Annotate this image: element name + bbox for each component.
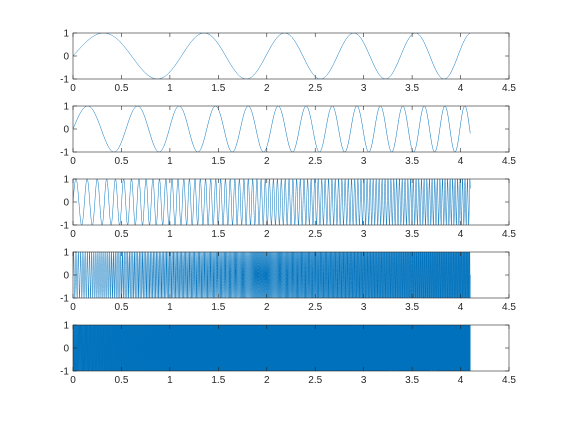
y-tick-label: 0	[63, 344, 69, 355]
x-tick-label: 4.5	[502, 156, 516, 167]
series-line	[73, 106, 471, 152]
x-tick-label: 2.5	[308, 375, 322, 386]
y-tick-label: 1	[63, 321, 69, 332]
x-tick-label: 1	[167, 156, 173, 167]
x-tick-label: 1	[167, 83, 173, 94]
x-tick-label: 3	[361, 156, 367, 167]
x-tick-label: 4.5	[502, 375, 516, 386]
x-tick-label: 3.5	[405, 83, 419, 94]
y-tick-label: 1	[63, 175, 69, 186]
x-tick-label: 4	[458, 375, 464, 386]
x-tick-label: 0	[70, 375, 76, 386]
x-tick-label: 1	[167, 375, 173, 386]
series-line	[73, 325, 471, 371]
x-tick-label: 0.5	[114, 83, 128, 94]
x-tick-label: 4.5	[502, 229, 516, 240]
x-tick-label: 3.5	[405, 375, 419, 386]
x-tick-label: 1.5	[211, 375, 225, 386]
y-tick-label: 0	[63, 52, 69, 63]
x-tick-label: 3	[361, 302, 367, 313]
x-tick-label: 4	[458, 229, 464, 240]
chart-panel-1: 0 0.5 1 1.5 2 2.5 3 3.5 4 4.510-1	[60, 29, 516, 95]
x-tick-label: 4.5	[502, 302, 516, 313]
chart-panel-5: 0 0.5 1 1.5 2 2.5 3 3.5 4 4.510-1	[60, 321, 516, 387]
x-tick-label: 2	[264, 229, 270, 240]
x-tick-label: 1	[167, 302, 173, 313]
series-line	[73, 33, 471, 79]
x-tick-label: 4	[458, 156, 464, 167]
x-tick-label: 2	[264, 156, 270, 167]
x-tick-label: 3	[361, 83, 367, 94]
x-tick-label: 1.5	[211, 156, 225, 167]
series-line	[73, 252, 471, 298]
y-tick-label: 1	[63, 102, 69, 113]
y-tick-label: 0	[63, 125, 69, 136]
x-tick-label: 2	[264, 83, 270, 94]
x-tick-label: 2.5	[308, 83, 322, 94]
y-tick-label: -1	[60, 148, 69, 159]
x-tick-label: 0.5	[114, 229, 128, 240]
x-tick-label: 0.5	[114, 156, 128, 167]
y-tick-label: 0	[63, 198, 69, 209]
x-tick-label: 3	[361, 375, 367, 386]
x-tick-label: 2.5	[308, 302, 322, 313]
y-tick-label: 1	[63, 29, 69, 40]
x-tick-label: 0.5	[114, 375, 128, 386]
x-tick-label: 3.5	[405, 302, 419, 313]
y-tick-label: -1	[60, 367, 69, 378]
x-tick-label: 0	[70, 229, 76, 240]
x-tick-label: 0	[70, 83, 76, 94]
x-tick-label: 2.5	[308, 229, 322, 240]
axes-box	[72, 32, 510, 80]
x-tick-label: 2	[264, 375, 270, 386]
x-tick-label: 1.5	[211, 83, 225, 94]
y-tick-label: -1	[60, 221, 69, 232]
axes-box	[72, 105, 510, 153]
x-tick-label: 2.5	[308, 156, 322, 167]
x-tick-label: 2	[264, 302, 270, 313]
x-tick-label: 1.5	[211, 302, 225, 313]
x-tick-label: 4.5	[502, 83, 516, 94]
x-tick-label: 4	[458, 302, 464, 313]
x-tick-label: 1.5	[211, 229, 225, 240]
x-tick-label: 3.5	[405, 156, 419, 167]
chart-panel-2: 0 0.5 1 1.5 2 2.5 3 3.5 4 4.510-1	[60, 102, 516, 168]
y-tick-label: 1	[63, 248, 69, 259]
x-tick-label: 3.5	[405, 229, 419, 240]
y-tick-label: -1	[60, 294, 69, 305]
chart-panel-3: 0 0.5 1 1.5 2 2.5 3 3.5 4 4.510-1	[60, 175, 516, 241]
x-tick-label: 0	[70, 302, 76, 313]
x-tick-label: 0.5	[114, 302, 128, 313]
x-tick-label: 0	[70, 156, 76, 167]
series-line	[73, 179, 471, 225]
chart-panel-4: 0 0.5 1 1.5 2 2.5 3 3.5 4 4.510-1	[60, 248, 516, 314]
x-tick-label: 1	[167, 229, 173, 240]
x-tick-label: 3	[361, 229, 367, 240]
y-tick-label: 0	[63, 271, 69, 282]
x-tick-label: 4	[458, 83, 464, 94]
y-tick-label: -1	[60, 75, 69, 86]
